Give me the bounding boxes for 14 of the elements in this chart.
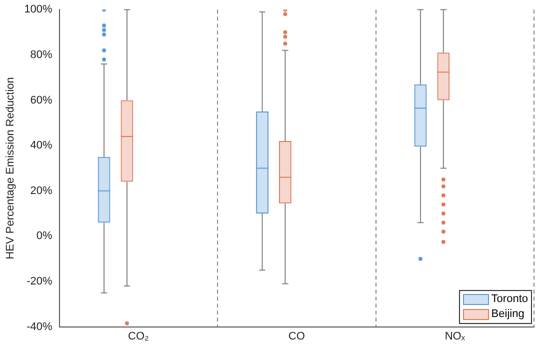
y-tick-label: 60%	[30, 94, 53, 106]
legend-label: Toronto	[491, 293, 528, 306]
y-tick-label: 80%	[30, 48, 53, 61]
y-tick-label: 0%	[36, 230, 53, 242]
x-tick-label: CO	[288, 330, 306, 342]
y-tick-label: 100%	[24, 4, 53, 16]
y-axis-title: HEV Percentage Emission Reduction	[4, 77, 17, 260]
y-tick-label: 20%	[30, 184, 53, 197]
y-tick-label: 40%	[30, 140, 53, 152]
x-tick-label: CO₂	[128, 330, 149, 342]
y-tick-label: -20%	[26, 276, 53, 288]
legend-label: Beijing	[491, 308, 524, 320]
x-tick-label: NOₓ	[444, 330, 466, 342]
y-tick-label: -40%	[26, 320, 53, 333]
